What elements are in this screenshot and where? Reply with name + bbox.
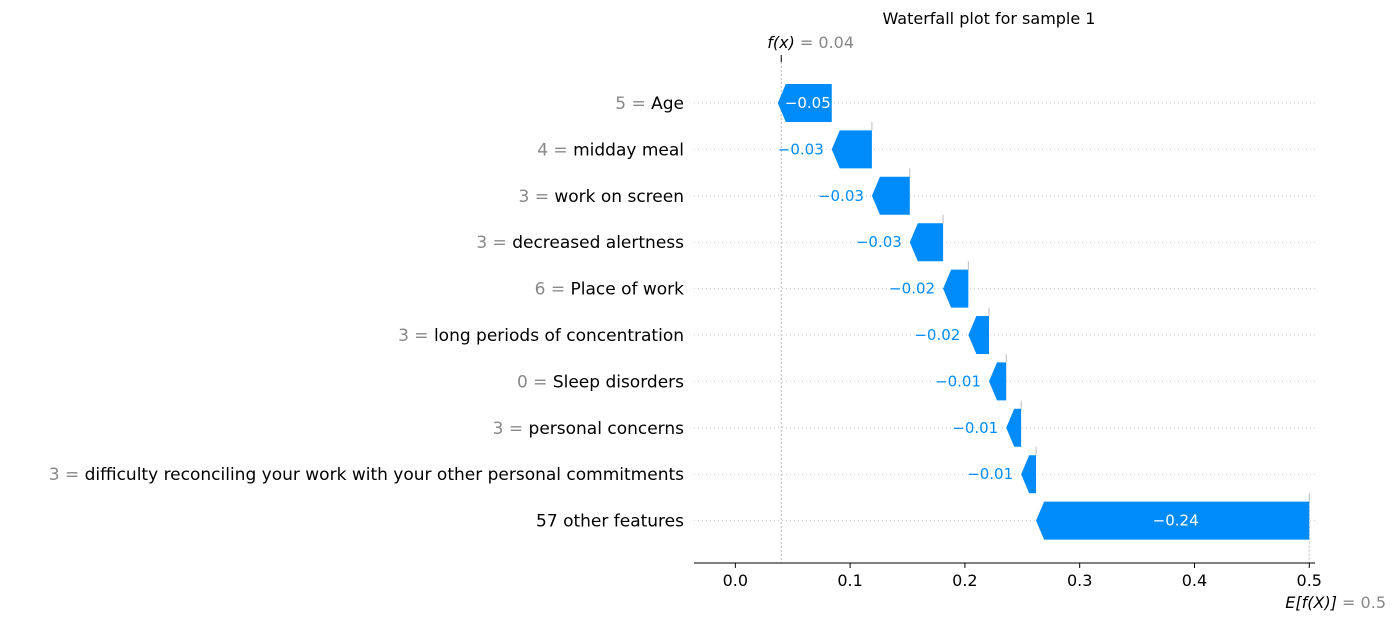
- bar-8: [1006, 408, 1022, 447]
- x-tick-label: 0.5: [1297, 571, 1322, 590]
- bar-value-label: −0.01: [967, 465, 1013, 483]
- feature-name: Age: [651, 94, 684, 114]
- bar-9: [1021, 455, 1037, 494]
- efx-label: E[f(X)]: [1285, 593, 1337, 612]
- bar-2: [831, 130, 872, 169]
- bar-value-label: −0.05: [785, 94, 831, 112]
- bar-value-label: −0.03: [818, 187, 864, 205]
- feature-name: Sleep disorders: [553, 372, 684, 392]
- bar-5: [943, 269, 969, 308]
- feature-value: 3 =: [49, 465, 85, 485]
- bar-value-label: −0.02: [889, 280, 935, 298]
- row-gridlines: [694, 102, 1315, 522]
- bar-1: [777, 84, 832, 122]
- feature-value: 6 =: [535, 280, 571, 300]
- feature-name: difficulty reconciling your work with yo…: [85, 465, 685, 485]
- feature-label: 6 = Place of work: [535, 280, 685, 300]
- feature-name: 57 other features: [536, 512, 684, 532]
- bar-value-label: −0.01: [952, 419, 998, 437]
- expected-value-annotations: f(x) = 0.04 E[f(X)] = 0.5: [767, 33, 1386, 612]
- feature-label: 3 = difficulty reconciling your work wit…: [49, 465, 684, 485]
- bar-7: [989, 362, 1007, 401]
- bar-4: [909, 223, 944, 262]
- x-tick-label: 0.2: [952, 571, 977, 590]
- feature-name: midday meal: [573, 140, 684, 160]
- feature-name: work on screen: [554, 187, 684, 207]
- x-tick-label: 0.3: [1067, 571, 1092, 590]
- feature-name: Place of work: [570, 280, 684, 300]
- bar-10: [1036, 501, 1310, 540]
- feature-name: long periods of concentration: [434, 326, 684, 346]
- feature-label: 0 = Sleep disorders: [517, 372, 684, 392]
- x-axis: 0.0 0.1 0.2 0.3 0.4 0.5: [694, 562, 1322, 590]
- feature-labels: 5 = Age 4 = midday meal 3 = work on screen…: [49, 94, 684, 532]
- feature-label: 3 = personal concerns: [493, 419, 684, 439]
- feature-name: decreased alertness: [512, 233, 684, 253]
- bars: −0.05 −0.03 −0.03 −0.03 −0.02 −0.02 −0.01 −0.01…: [777, 84, 1310, 540]
- feature-label: 57 other features: [536, 512, 684, 532]
- bar-6: [968, 316, 990, 354]
- feature-label: 5 = Age: [615, 94, 684, 114]
- feature-label: 4 = midday meal: [537, 140, 684, 160]
- feature-name: personal concerns: [529, 419, 685, 439]
- feature-label: 3 = decreased alertness: [476, 233, 684, 253]
- bar-value-label: −0.03: [778, 140, 824, 158]
- efx-value: = 0.5: [1337, 593, 1386, 612]
- bar-value-label: −0.02: [914, 326, 960, 344]
- chart-title: Waterfall plot for sample 1: [883, 9, 1096, 28]
- bar-value-label: −0.01: [935, 372, 981, 390]
- feature-value: 3 =: [493, 419, 529, 439]
- fx-annotation: f(x) = 0.04: [767, 33, 854, 52]
- feature-value: 3 =: [518, 187, 554, 207]
- bar-3: [871, 176, 910, 215]
- fx-value: = 0.04: [795, 33, 854, 52]
- feature-label: 3 = long periods of concentration: [398, 326, 684, 346]
- feature-value: 4 =: [537, 140, 573, 160]
- feature-value: 3 =: [398, 326, 434, 346]
- fx-label: f(x): [767, 33, 795, 52]
- feature-value: 5 =: [615, 94, 651, 114]
- bar-value-label: −0.03: [856, 233, 902, 251]
- x-tick-label: 0.4: [1182, 571, 1207, 590]
- feature-label: 3 = work on screen: [518, 187, 684, 207]
- feature-value: 3 =: [476, 233, 512, 253]
- bar-value-label: −0.24: [1153, 512, 1199, 530]
- efx-annotation: E[f(X)] = 0.5: [1285, 593, 1386, 612]
- x-tick-label: 0.0: [723, 571, 748, 590]
- reference-lines: [780, 55, 1310, 563]
- x-tick-label: 0.1: [837, 571, 862, 590]
- feature-value: 0 =: [517, 372, 553, 392]
